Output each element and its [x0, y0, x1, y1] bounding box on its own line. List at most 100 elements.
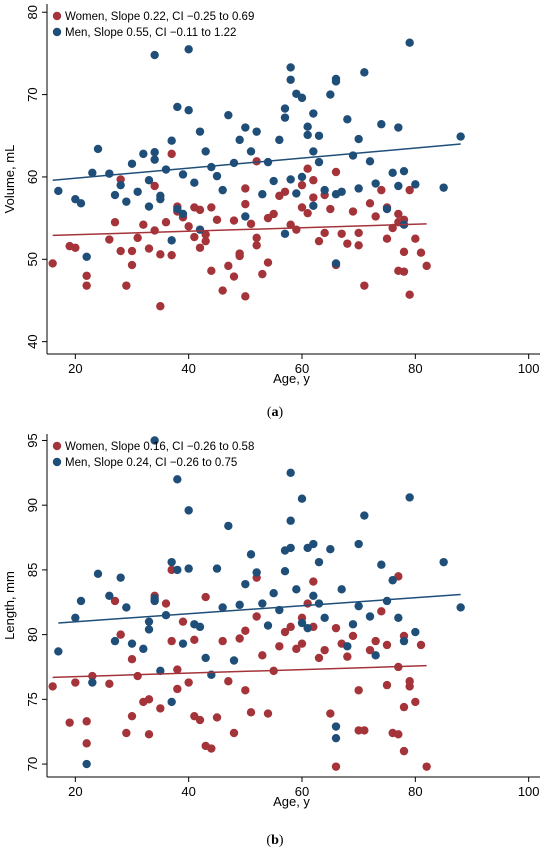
legend-men-marker	[52, 27, 62, 37]
men-data-point	[93, 144, 103, 154]
women-data-point	[405, 185, 414, 195]
men-data-point	[207, 162, 216, 172]
women-data-point	[127, 260, 137, 270]
men-data-point	[360, 511, 369, 520]
men-data-point	[122, 603, 131, 612]
men-data-point	[405, 493, 414, 502]
legend-women-marker	[52, 441, 62, 451]
women-data-point	[269, 209, 278, 219]
women-data-point	[207, 744, 216, 753]
women-data-point	[354, 228, 363, 238]
legend-men-label: Men, Slope 0.55, CI −0.11 to 1.22	[65, 27, 236, 39]
x-tick-label: 100	[518, 361, 540, 376]
women-data-point	[303, 208, 312, 218]
men-data-point	[377, 560, 386, 569]
women-data-point	[190, 232, 199, 242]
men-data-point	[76, 199, 86, 208]
men-data-point	[258, 190, 267, 199]
men-data-point	[173, 565, 182, 575]
men-data-point	[212, 171, 222, 181]
y-tick-label: 95	[25, 433, 40, 447]
men-data-point	[150, 436, 159, 445]
men-data-point	[184, 106, 193, 115]
men-data-point	[354, 601, 363, 611]
men-data-point	[314, 599, 324, 608]
men-data-point	[331, 733, 341, 743]
men-data-point	[116, 573, 125, 582]
men-data-point	[190, 178, 199, 187]
women-data-point	[354, 241, 363, 250]
women-data-point	[235, 634, 244, 643]
men-data-point	[263, 157, 273, 167]
men-data-point	[184, 506, 193, 515]
men-data-point	[150, 148, 159, 157]
men-data-point	[286, 543, 295, 553]
men-data-point	[178, 639, 188, 648]
men-data-point	[297, 172, 307, 182]
men-data-point	[156, 191, 165, 201]
legend-women-marker	[52, 11, 62, 21]
men-data-point	[405, 38, 414, 47]
men-data-point	[167, 557, 176, 567]
women-data-point	[235, 249, 244, 258]
women-data-point	[377, 607, 386, 616]
x-tick-label: 60	[295, 361, 309, 376]
men-data-point	[144, 202, 154, 211]
men-data-point	[297, 618, 307, 628]
women-data-point	[411, 234, 420, 243]
women-data-point	[48, 682, 57, 691]
men-data-point	[411, 627, 420, 637]
men-data-point	[224, 521, 233, 531]
women-data-point	[411, 697, 420, 707]
men-data-point	[411, 180, 420, 189]
men-data-point	[280, 104, 290, 113]
women-data-point	[167, 636, 176, 646]
women-data-point	[320, 228, 329, 238]
women-data-point	[82, 739, 91, 748]
x-tick-label: 40	[181, 361, 195, 376]
women-data-point	[195, 715, 205, 725]
men-data-point	[218, 603, 227, 612]
men-data-point	[201, 653, 210, 663]
men-data-point	[144, 176, 154, 185]
men-data-point	[343, 115, 352, 124]
men-data-point	[173, 204, 182, 214]
men-data-point	[252, 127, 261, 136]
men-data-point	[456, 603, 465, 612]
women-data-point	[252, 241, 261, 250]
x-tick-label: 40	[181, 784, 195, 799]
men-data-point	[309, 539, 318, 549]
men-data-point	[144, 625, 154, 634]
women-data-point	[110, 218, 120, 227]
women-data-point	[377, 185, 386, 195]
women-data-point	[150, 181, 159, 191]
men-data-point	[343, 642, 352, 651]
men-data-point	[127, 159, 137, 168]
men-data-point	[371, 651, 380, 660]
women-data-point	[422, 762, 431, 771]
men-data-point	[105, 591, 114, 600]
men-data-point	[354, 184, 363, 193]
men-data-point	[388, 168, 397, 178]
women-data-point	[195, 243, 205, 252]
men-data-point	[354, 134, 363, 144]
men-data-point	[76, 596, 86, 606]
women-data-point	[201, 236, 210, 246]
men-data-point	[212, 564, 222, 573]
women-data-point	[71, 678, 80, 687]
men-data-point	[139, 149, 148, 159]
women-data-point	[144, 695, 154, 704]
legend-women-label: Women, Slope 0.16, CI −0.26 to 0.58	[65, 441, 254, 453]
x-tick-label: 80	[408, 361, 422, 376]
women-data-point	[127, 655, 137, 664]
women-data-point	[280, 187, 290, 196]
women-data-point	[382, 234, 392, 243]
men-data-point	[235, 135, 244, 145]
women-data-point	[416, 248, 426, 257]
scatter-chart-length: 20 40 60 80 100 70 75 80 85 90 95 Age, y Length, mm W…	[2, 433, 540, 809]
women-data-point	[116, 175, 125, 184]
women-data-point	[229, 216, 239, 225]
women-data-point	[422, 261, 431, 271]
men-data-point	[150, 596, 159, 606]
women-data-point	[246, 219, 256, 229]
